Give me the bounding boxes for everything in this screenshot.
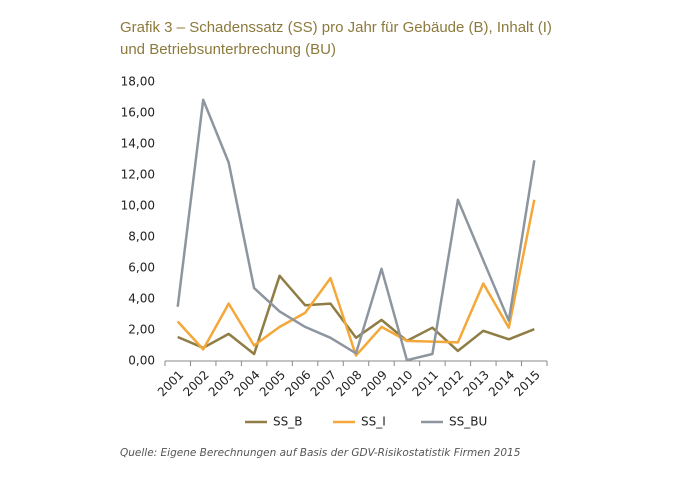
series-line (176, 199, 536, 357)
x-tick-label: 2010 (384, 368, 415, 399)
y-tick-label: 12,00 (121, 168, 155, 182)
x-tick-label: 2002 (180, 368, 211, 399)
y-tick-label: 14,00 (121, 137, 155, 151)
y-tick-label: 6,00 (128, 261, 155, 275)
y-tick-label: 2,00 (128, 323, 155, 337)
x-tick-label: 2008 (333, 368, 364, 399)
legend-label: SS_I (361, 415, 386, 429)
legend-label: SS_B (273, 415, 302, 429)
x-tick-label: 2004 (231, 368, 262, 399)
x-tick-label: 2012 (435, 368, 466, 399)
y-tick-label: 4,00 (128, 292, 155, 306)
series-line (176, 98, 536, 362)
x-tick-label: 2013 (460, 368, 491, 399)
x-tick-label: 2009 (359, 368, 390, 399)
x-tick-label: 2005 (257, 368, 288, 399)
x-tick-label: 2003 (206, 368, 237, 399)
x-tick-label: 2015 (511, 368, 542, 399)
source-note: Quelle: Eigene Berechnungen auf Basis de… (120, 447, 521, 459)
chart-title: Grafik 3 – Schadenssatz (SS) pro Jahr fü… (120, 19, 552, 36)
x-tick-label: 2007 (308, 368, 339, 399)
y-tick-label: 16,00 (121, 106, 155, 120)
series-line (177, 274, 535, 356)
x-tick-label: 2001 (155, 368, 186, 399)
legend-label: SS_BU (449, 415, 487, 429)
y-tick-label: 18,00 (121, 75, 155, 89)
x-tick-label: 2006 (282, 368, 313, 399)
x-tick-label: 2011 (409, 368, 440, 399)
y-tick-label: 0,00 (128, 354, 155, 368)
y-tick-label: 8,00 (128, 230, 155, 244)
y-tick-label: 10,00 (121, 199, 155, 213)
x-tick-label: 2014 (486, 368, 517, 399)
chart-title: und Betriebsunterbrechung (BU) (120, 41, 336, 58)
